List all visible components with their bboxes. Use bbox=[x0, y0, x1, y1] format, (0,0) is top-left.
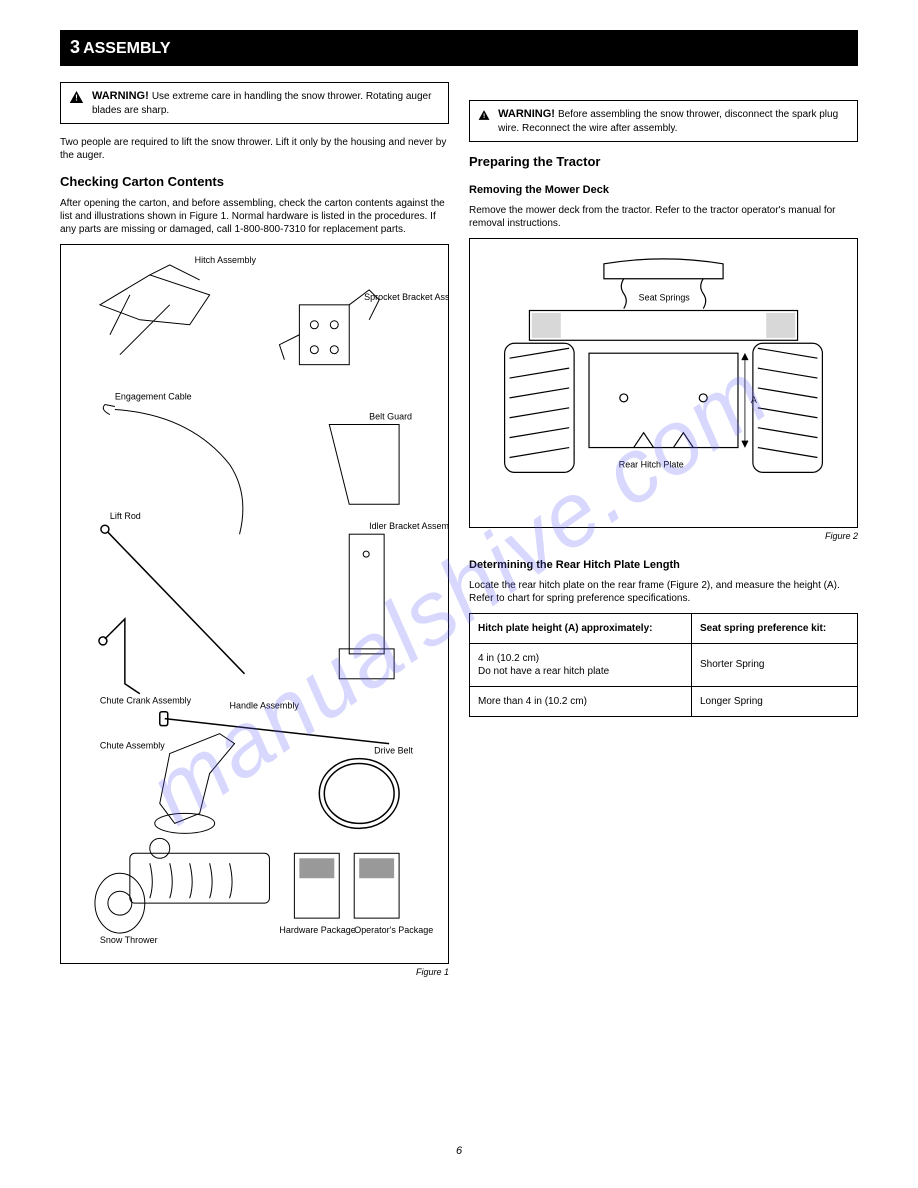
sprocket-label: Sprocket Bracket Assembly bbox=[364, 292, 448, 302]
figure-2-caption: Figure 2 bbox=[469, 531, 858, 543]
checking-text: After opening the carton, and before ass… bbox=[60, 197, 449, 236]
warning-label: WARNING! bbox=[92, 90, 149, 102]
seat-spring-label: Seat Springs bbox=[639, 292, 691, 302]
warning-icon: ! bbox=[69, 89, 84, 105]
hitch-label: Hitch Assembly bbox=[195, 255, 257, 265]
hitch-plate-label: Rear Hitch Plate bbox=[619, 459, 684, 469]
warning-box-left: ! WARNING! Use extreme care in handling … bbox=[60, 82, 449, 125]
operator-label: Operator's Package bbox=[354, 925, 433, 935]
handle-label: Handle Assembly bbox=[230, 701, 300, 711]
warning-icon: ! bbox=[478, 107, 490, 123]
tractor-rear-svg: A Seat Springs Rear Hitch Plate bbox=[470, 239, 857, 527]
dim-A: A bbox=[751, 394, 757, 404]
chute-crank-label: Chute Crank Assembly bbox=[100, 696, 192, 706]
svg-text:!: ! bbox=[483, 113, 485, 120]
parts-diagram-svg: Hitch Assembly Sprocket Bracket Assembly bbox=[61, 245, 448, 963]
section-title: ASSEMBLY bbox=[83, 40, 170, 57]
lift-rod-label: Lift Rod bbox=[110, 512, 141, 522]
page-number: 6 bbox=[456, 1144, 462, 1158]
chute-label: Chute Assembly bbox=[100, 741, 165, 751]
engage-cable-label: Engagement Cable bbox=[115, 392, 192, 402]
idler-label: Idler Bracket Assembly bbox=[369, 521, 448, 531]
figure-1: Hitch Assembly Sprocket Bracket Assembly bbox=[60, 244, 449, 964]
hitch-length-heading: Determining the Rear Hitch Plate Length bbox=[469, 558, 858, 572]
removing-heading: Removing the Mower Deck bbox=[469, 183, 858, 197]
table-cell: More than 4 in (10.2 cm) bbox=[470, 686, 692, 716]
table-cell: Longer Spring bbox=[692, 686, 858, 716]
lifting-note: Two people are required to lift the snow… bbox=[60, 136, 449, 162]
figure-1-caption: Figure 1 bbox=[60, 967, 449, 979]
svg-text:!: ! bbox=[75, 94, 78, 103]
hardware-label: Hardware Package bbox=[279, 925, 355, 935]
table-header-row: Hitch plate height (A) approximately: Se… bbox=[470, 613, 858, 643]
spring-table: Hitch plate height (A) approximately: Se… bbox=[469, 613, 858, 717]
figure-2: A Seat Springs Rear Hitch Plate bbox=[469, 238, 858, 528]
table-cell: Shorter Spring bbox=[692, 643, 858, 686]
checking-heading: Checking Carton Contents bbox=[60, 174, 449, 191]
section-header: 3 ASSEMBLY bbox=[60, 30, 858, 66]
table-header: Hitch plate height (A) approximately: bbox=[470, 613, 692, 643]
left-column: ! WARNING! Use extreme care in handling … bbox=[60, 82, 449, 979]
right-column: ! WARNING! Before assembling the snow th… bbox=[469, 82, 858, 979]
drive-belt-label: Drive Belt bbox=[374, 746, 413, 756]
snow-thrower-label: Snow Thrower bbox=[100, 935, 158, 945]
table-cell: 4 in (10.2 cm) Do not have a rear hitch … bbox=[470, 643, 692, 686]
warning-box-right: ! WARNING! Before assembling the snow th… bbox=[469, 100, 858, 143]
section-number: 3 bbox=[70, 37, 80, 57]
preparing-heading: Preparing the Tractor bbox=[469, 154, 858, 171]
two-column-layout: ! WARNING! Use extreme care in handling … bbox=[60, 82, 858, 979]
hitch-length-text: Locate the rear hitch plate on the rear … bbox=[469, 579, 858, 605]
removing-text: Remove the mower deck from the tractor. … bbox=[469, 204, 858, 230]
table-row: 4 in (10.2 cm) Do not have a rear hitch … bbox=[470, 643, 858, 686]
table-row: More than 4 in (10.2 cm) Longer Spring bbox=[470, 686, 858, 716]
warning-label: WARNING! bbox=[498, 108, 555, 120]
table-header: Seat spring preference kit: bbox=[692, 613, 858, 643]
belt-guard-label: Belt Guard bbox=[369, 412, 412, 422]
